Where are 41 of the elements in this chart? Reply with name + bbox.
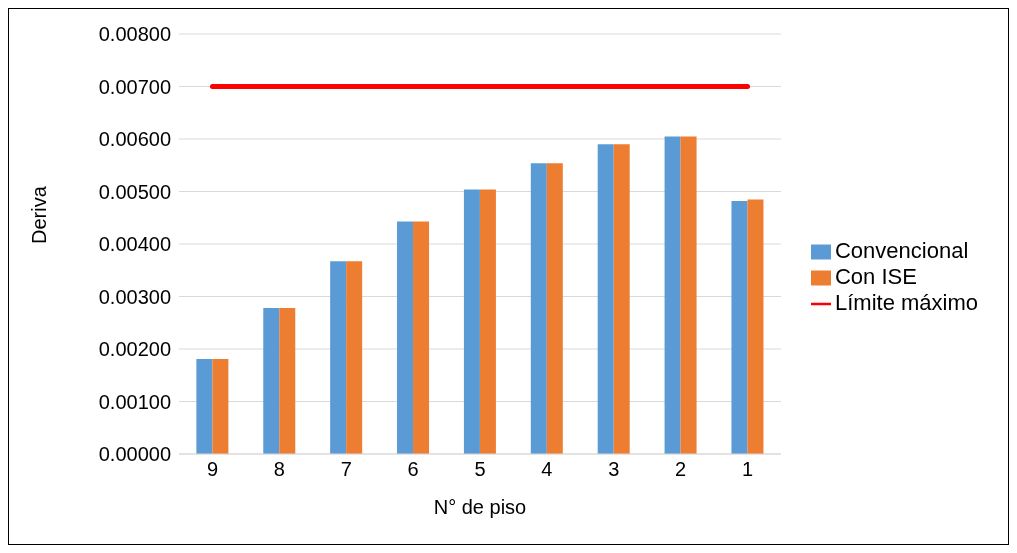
bar	[664, 136, 681, 454]
y-tick-label: 0.00300	[98, 285, 171, 308]
bar	[279, 308, 296, 454]
y-tick-label: 0.00000	[98, 443, 171, 466]
x-tick-label: 7	[340, 458, 352, 481]
y-tick-label: 0.00200	[98, 338, 171, 361]
bar	[463, 189, 480, 454]
bar	[613, 144, 630, 454]
x-tick-label: 2	[675, 458, 687, 481]
bar	[597, 144, 614, 454]
legend-label: Límite máximo	[834, 289, 978, 315]
x-tick-label: 1	[741, 458, 754, 481]
bar	[346, 261, 363, 454]
bar	[546, 163, 563, 454]
x-tick-label: 8	[273, 458, 285, 481]
x-axis-title: N° de piso	[433, 496, 527, 518]
x-tick-label: 3	[608, 458, 620, 481]
bar	[479, 189, 496, 454]
bar	[731, 200, 748, 454]
bar	[413, 221, 430, 454]
y-tick-label: 0.00700	[98, 75, 171, 98]
x-tick-label: 9	[206, 458, 218, 481]
bar	[263, 308, 280, 454]
y-tick-label: 0.00600	[98, 128, 171, 151]
legend-label: Con ISE	[834, 263, 917, 289]
y-tick-label: 0.00100	[98, 390, 171, 413]
x-tick-label: 6	[407, 458, 419, 481]
bar	[747, 199, 764, 454]
bar	[196, 358, 213, 454]
y-tick-label: 0.00400	[98, 233, 171, 256]
bar	[397, 221, 414, 454]
y-axis-title: Deriva	[28, 185, 51, 244]
x-tick-label: 4	[541, 458, 553, 481]
legend-label: Convencional	[834, 237, 969, 263]
bar	[530, 163, 547, 454]
y-tick-label: 0.00800	[98, 23, 171, 46]
bar	[212, 358, 229, 454]
y-tick-label: 0.00500	[98, 180, 171, 203]
bar	[680, 136, 697, 454]
x-tick-label: 5	[474, 458, 486, 481]
bar	[330, 261, 347, 454]
